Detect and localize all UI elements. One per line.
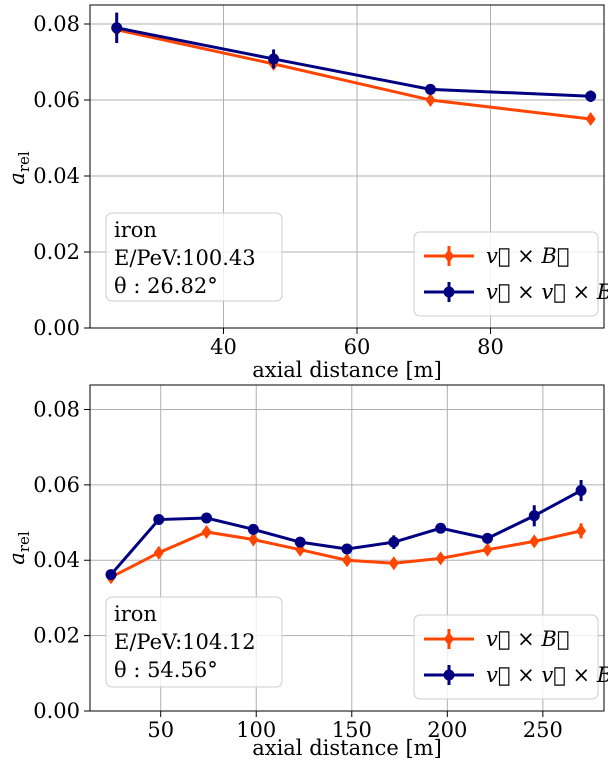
legend-swatch-marker: [444, 249, 454, 263]
legend-box: [413, 614, 599, 700]
y-tick-label: 0.08: [33, 397, 80, 421]
data-point: [529, 534, 540, 549]
data-point: [341, 543, 353, 555]
info-theta: θ : 26.82°: [114, 274, 218, 298]
data-point: [482, 542, 493, 557]
y-axis-label-sub: rel: [15, 531, 33, 552]
series-line: [116, 28, 591, 121]
info-box: [105, 596, 283, 688]
y-tick-label: 0.08: [33, 12, 80, 36]
plot-frame: [89, 384, 605, 712]
y-axis-label-sub: rel: [15, 151, 33, 172]
y-axis-label: arel: [5, 531, 33, 565]
series-line: [116, 26, 591, 98]
x-tick-label: 80: [477, 335, 504, 359]
data-point: [576, 523, 587, 538]
data-point: [153, 514, 165, 526]
top-panel: 40 60 80 0.00 0.02 0.04 0.06 0.08 axial distance…: [5, 4, 608, 382]
y-axis-label: arel: [5, 151, 33, 185]
info-particle: iron: [114, 218, 157, 242]
legend-swatch-marker: [443, 669, 455, 681]
y-axis-label-main: a: [5, 172, 29, 185]
legend-label: v⃗ × v⃗ × B⃗: [486, 663, 608, 687]
data-point: [247, 523, 259, 535]
y-tick-label: 0.00: [33, 699, 80, 723]
data-point: [201, 524, 212, 539]
data-point: [388, 556, 399, 571]
info-energy: E/PeV:104.12: [114, 630, 256, 654]
x-tick-label: 250: [523, 718, 563, 742]
data-point: [248, 532, 259, 547]
data-point: [528, 510, 540, 522]
data-point: [388, 536, 400, 548]
data-point: [268, 53, 280, 65]
x-tick-label: 40: [210, 335, 237, 359]
info-particle: iron: [114, 602, 157, 626]
info-box: [105, 212, 283, 302]
legend-label: v⃗ × v⃗ × B⃗: [486, 280, 608, 304]
y-tick-label: 0.02: [33, 240, 80, 264]
legend-swatch-marker: [443, 286, 455, 298]
data-point: [585, 112, 596, 126]
data-point: [105, 569, 117, 581]
info-theta: θ : 54.56°: [114, 658, 218, 682]
data-point: [481, 532, 493, 544]
y-tick-label: 0.04: [33, 164, 80, 188]
x-axis-label: axial distance [m]: [252, 736, 442, 760]
x-tick-label: 60: [344, 335, 371, 359]
data-point: [424, 83, 436, 95]
y-tick-label: 0.02: [33, 624, 80, 648]
info-energy: E/PeV:100.43: [114, 246, 256, 270]
series-group: [111, 12, 597, 126]
legend-box: [413, 231, 599, 317]
data-point: [111, 22, 123, 34]
data-point: [153, 545, 164, 560]
legend-swatch-marker: [444, 632, 454, 646]
legend-label: v⃗ × B⃗: [486, 244, 569, 268]
y-tick-label: 0.00: [33, 316, 80, 340]
x-tick-label: 50: [147, 718, 174, 742]
data-point: [342, 553, 352, 568]
x-axis-label: axial distance [m]: [252, 358, 442, 382]
data-point: [575, 485, 587, 497]
bottom-panel: 50 100 150 200 250 0.00 0.02 0.04 0.06 0.08 axial …: [5, 384, 608, 760]
data-point: [435, 551, 446, 566]
x-tick-label: 200: [427, 718, 467, 742]
data-point: [294, 536, 306, 548]
y-tick-label: 0.06: [33, 88, 80, 112]
data-point: [201, 512, 213, 524]
plot-frame: [89, 4, 605, 329]
x-tick-label: 150: [332, 718, 372, 742]
data-point: [435, 522, 447, 534]
x-tick-label: 100: [236, 718, 276, 742]
y-tick-label: 0.06: [33, 473, 80, 497]
data-point: [425, 93, 436, 107]
legend-label: v⃗ × B⃗: [486, 627, 569, 651]
series-group: [105, 479, 587, 585]
y-tick-label: 0.04: [33, 548, 80, 572]
data-point: [585, 90, 597, 102]
y-axis-label-main: a: [5, 552, 29, 565]
